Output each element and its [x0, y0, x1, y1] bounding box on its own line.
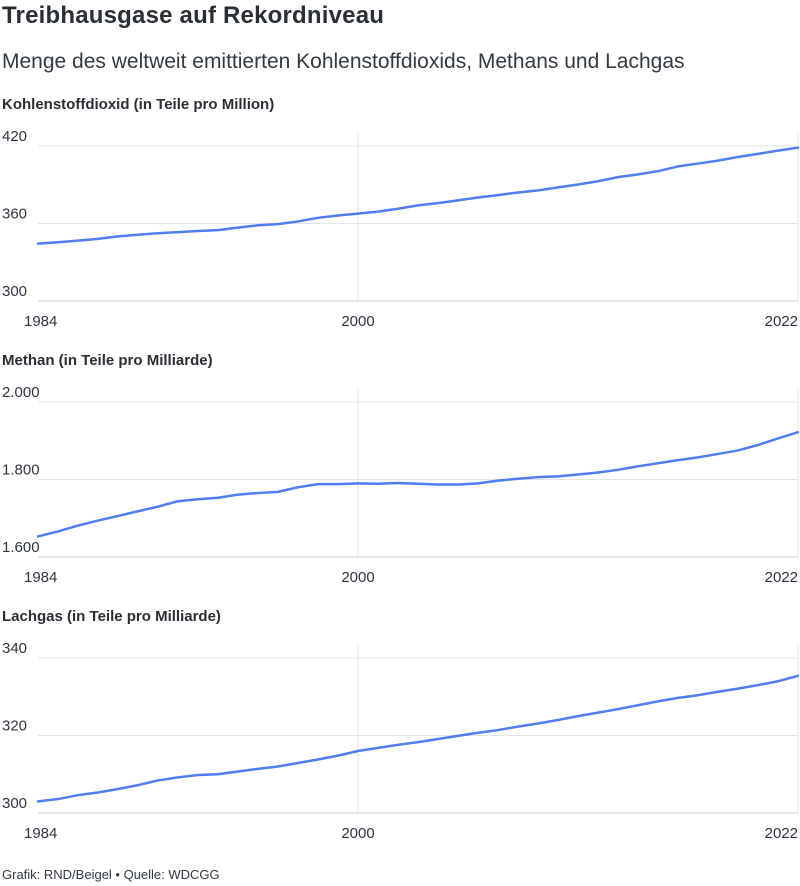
x-tick-label-co2: 2000	[341, 313, 374, 330]
y-tick-label-n2o: 340	[2, 640, 27, 657]
source-credit: Grafik: RND/Beigel • Quelle: WDCGG	[2, 867, 220, 882]
chart-title-co2: Kohlenstoffdioxid (in Teile pro Million)	[2, 96, 275, 113]
y-tick-label-co2: 420	[2, 128, 27, 145]
x-tick-label-methane: 2022	[765, 569, 798, 586]
chart-svg-n2o: 300 320 340 1984 2000 2022	[2, 640, 800, 842]
y-tick-label-methane: 2.000	[2, 384, 40, 401]
page-title: Treibhausgase auf Rekordniveau	[2, 2, 385, 29]
page-subtitle: Menge des weltweit emittierten Kohlensto…	[2, 50, 685, 73]
chart-svg-methane: 1.600 1.800 2.000 1984 2000 2022	[2, 384, 800, 586]
chart-title-methane: Methan (in Teile pro Milliarde)	[2, 352, 213, 369]
x-tick-label-methane: 1984	[24, 569, 57, 586]
series-line-co2	[36, 146, 800, 245]
series-line-methane	[36, 430, 800, 538]
y-tick-label-co2: 360	[2, 206, 27, 223]
y-tick-label-methane: 1.600	[2, 539, 40, 556]
x-tick-label-co2: 2022	[765, 313, 798, 330]
series-line-n2o	[36, 674, 800, 803]
x-tick-label-n2o: 2000	[341, 825, 374, 842]
y-tick-label-n2o: 300	[2, 795, 27, 812]
x-tick-label-methane: 2000	[341, 569, 374, 586]
y-tick-label-n2o: 320	[2, 718, 27, 735]
chart-methane: Methan (in Teile pro Milliarde) 1.600 1.8…	[0, 352, 800, 592]
x-tick-label-co2: 1984	[24, 313, 57, 330]
x-tick-label-n2o: 1984	[24, 825, 57, 842]
chart-title-n2o: Lachgas (in Teile pro Milliarde)	[2, 608, 221, 625]
chart-co2: Kohlenstoffdioxid (in Teile pro Million)…	[0, 96, 800, 336]
chart-n2o: Lachgas (in Teile pro Milliarde) 300 320 3…	[0, 608, 800, 848]
y-tick-label-methane: 1.800	[2, 462, 40, 479]
x-tick-label-n2o: 2022	[765, 825, 798, 842]
y-tick-label-co2: 300	[2, 283, 27, 300]
chart-svg-co2: 300 360 420 1984 2000 2022	[2, 128, 800, 330]
